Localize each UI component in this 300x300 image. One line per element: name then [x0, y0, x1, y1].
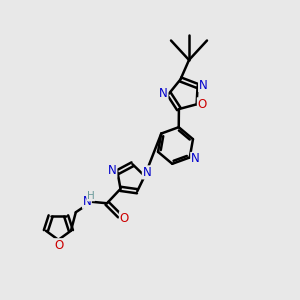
Text: N: N: [199, 79, 207, 92]
Text: N: N: [159, 87, 168, 100]
Text: O: O: [197, 98, 207, 111]
Text: H: H: [87, 191, 95, 201]
Text: N: N: [82, 195, 91, 208]
Text: O: O: [54, 239, 64, 252]
Text: N: N: [142, 166, 151, 179]
Text: N: N: [191, 152, 200, 166]
Text: O: O: [119, 212, 129, 225]
Text: N: N: [108, 164, 117, 177]
